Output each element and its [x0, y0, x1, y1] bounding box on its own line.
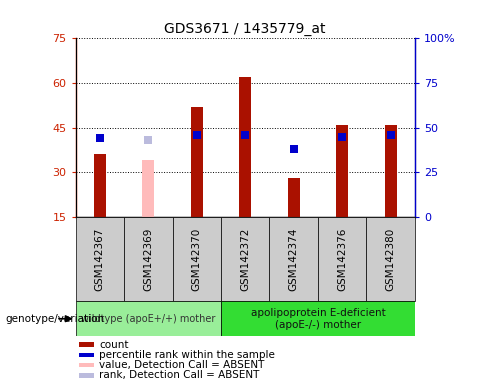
Bar: [191, 107, 203, 217]
Text: GSM142372: GSM142372: [240, 227, 250, 291]
Text: GSM142374: GSM142374: [289, 227, 299, 291]
Bar: [318, 217, 366, 301]
Text: GSM142369: GSM142369: [143, 227, 153, 291]
Text: GSM142370: GSM142370: [192, 228, 202, 291]
Text: GSM142380: GSM142380: [386, 228, 396, 291]
Bar: [79, 343, 94, 347]
Bar: [366, 217, 415, 301]
Bar: [173, 217, 221, 301]
Bar: [124, 217, 173, 301]
Text: value, Detection Call = ABSENT: value, Detection Call = ABSENT: [100, 360, 265, 370]
Text: percentile rank within the sample: percentile rank within the sample: [100, 350, 275, 360]
Bar: [221, 301, 415, 336]
Bar: [269, 217, 318, 301]
Text: GSM142376: GSM142376: [337, 227, 347, 291]
Bar: [336, 125, 348, 217]
Title: GDS3671 / 1435779_at: GDS3671 / 1435779_at: [164, 22, 326, 36]
Text: wildtype (apoE+/+) mother: wildtype (apoE+/+) mother: [81, 314, 216, 324]
Bar: [142, 161, 154, 217]
Text: GSM142367: GSM142367: [95, 227, 105, 291]
Bar: [287, 178, 300, 217]
Bar: [239, 77, 251, 217]
Text: count: count: [100, 340, 129, 350]
Text: rank, Detection Call = ABSENT: rank, Detection Call = ABSENT: [100, 370, 260, 380]
Bar: [79, 373, 94, 377]
Bar: [79, 362, 94, 367]
Bar: [94, 154, 106, 217]
Bar: [76, 217, 124, 301]
Bar: [79, 353, 94, 358]
Bar: [76, 301, 221, 336]
Bar: [221, 217, 269, 301]
Bar: [385, 125, 397, 217]
Text: apolipoprotein E-deficient
(apoE-/-) mother: apolipoprotein E-deficient (apoE-/-) mot…: [250, 308, 385, 329]
Text: genotype/variation: genotype/variation: [5, 314, 104, 324]
